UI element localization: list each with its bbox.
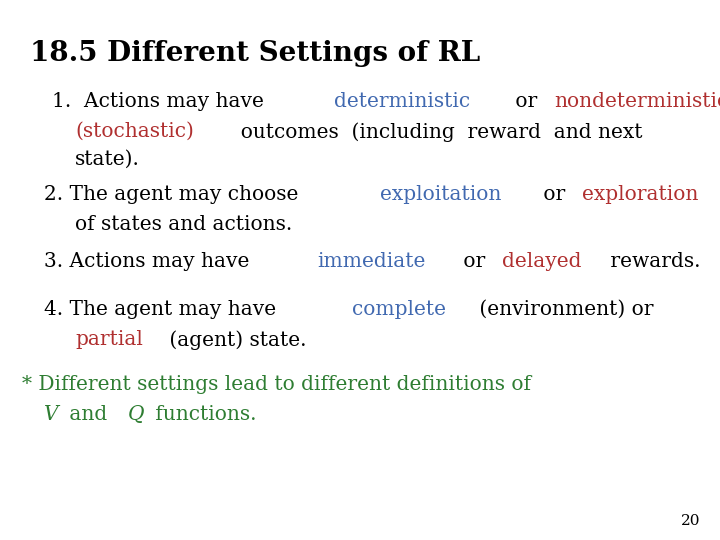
- Text: and: and: [63, 405, 113, 424]
- Text: 4. The agent may have: 4. The agent may have: [44, 300, 282, 319]
- Text: 20: 20: [680, 514, 700, 528]
- Text: exploitation: exploitation: [380, 185, 502, 204]
- Text: V: V: [44, 405, 58, 424]
- Text: nondeterministic: nondeterministic: [554, 92, 720, 111]
- Text: exploration: exploration: [582, 185, 698, 204]
- Text: Q: Q: [128, 405, 145, 424]
- Text: deterministic: deterministic: [333, 92, 469, 111]
- Text: partial: partial: [75, 330, 143, 349]
- Text: 2. The agent may choose: 2. The agent may choose: [44, 185, 305, 204]
- Text: 3. Actions may have: 3. Actions may have: [44, 252, 256, 271]
- Text: or: or: [509, 92, 544, 111]
- Text: or: or: [537, 185, 572, 204]
- Text: (agent) state.: (agent) state.: [163, 330, 306, 350]
- Text: functions.: functions.: [149, 405, 257, 424]
- Text: or: or: [457, 252, 492, 271]
- Text: 18.5 Different Settings of RL: 18.5 Different Settings of RL: [30, 40, 480, 67]
- Text: complete: complete: [352, 300, 446, 319]
- Text: * Different settings lead to different definitions of: * Different settings lead to different d…: [22, 375, 531, 394]
- Text: immediate: immediate: [318, 252, 426, 271]
- Text: (stochastic): (stochastic): [75, 122, 194, 141]
- Text: rewards.: rewards.: [604, 252, 701, 271]
- Text: delayed: delayed: [502, 252, 581, 271]
- Text: 1.  Actions may have: 1. Actions may have: [52, 92, 270, 111]
- Text: outcomes  (including  reward  and next: outcomes (including reward and next: [228, 122, 643, 141]
- Text: of states and actions.: of states and actions.: [75, 215, 292, 234]
- Text: state).: state).: [75, 150, 140, 169]
- Text: (environment) or: (environment) or: [473, 300, 654, 319]
